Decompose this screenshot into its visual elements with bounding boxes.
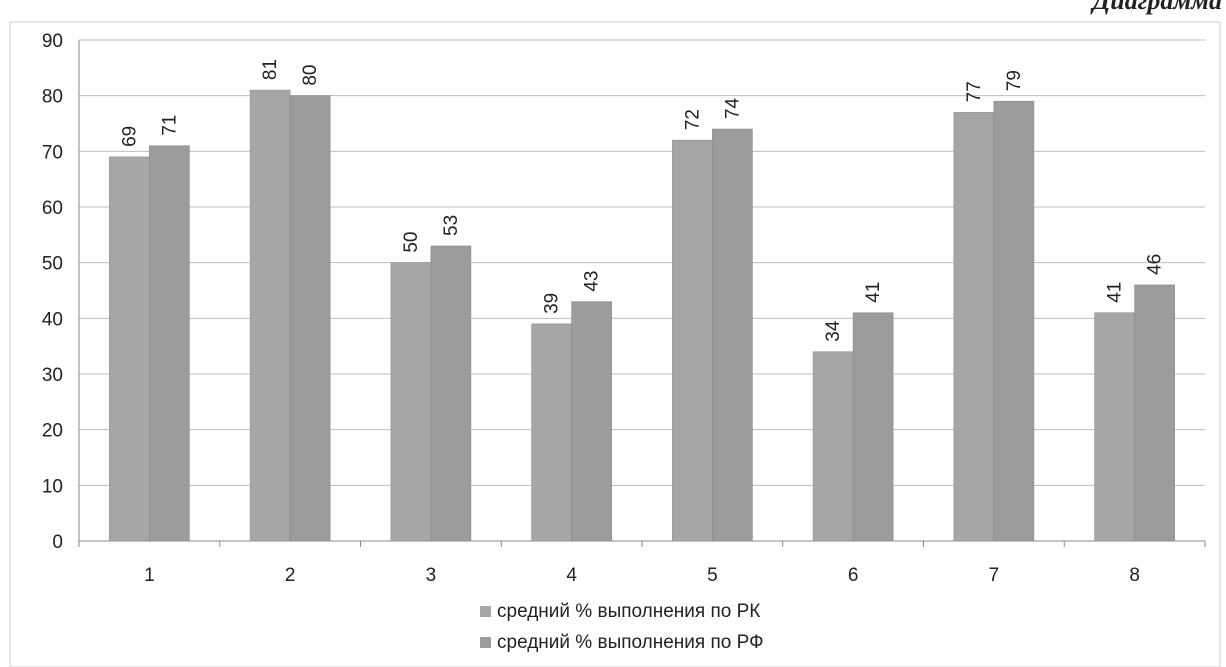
y-tick-label: 0 <box>52 532 63 553</box>
x-tick-label: 7 <box>989 565 1000 586</box>
data-label: 34 <box>823 320 844 342</box>
x-tick-label: 2 <box>285 565 296 586</box>
y-tick-label: 70 <box>42 142 63 163</box>
legend-swatch-rf <box>480 637 491 648</box>
legend-label-rk: средний % выполнения по РК <box>497 601 760 623</box>
data-label: 74 <box>722 97 743 119</box>
bar-rf <box>431 246 471 541</box>
x-tick-label: 3 <box>426 565 437 586</box>
x-tick-label: 8 <box>1129 565 1140 586</box>
bar-rf <box>853 313 893 541</box>
gridlines <box>79 40 1205 485</box>
data-label: 43 <box>582 270 603 291</box>
bar-rk <box>672 140 712 541</box>
legend: средний % выполнения по РК средний % вып… <box>480 596 764 658</box>
data-label: 72 <box>682 109 703 130</box>
bar-rk <box>532 324 572 541</box>
chart-frame <box>10 22 1220 667</box>
y-tick-label: 10 <box>42 476 63 497</box>
legend-swatch-rk <box>480 606 491 617</box>
y-tick-label: 90 <box>42 31 63 52</box>
bar-rf <box>1135 285 1175 541</box>
data-label: 71 <box>159 115 180 136</box>
x-tick-label: 6 <box>848 565 859 586</box>
y-tick-label: 40 <box>42 309 63 330</box>
bar-rf <box>149 146 189 541</box>
y-tick-label: 80 <box>42 87 63 108</box>
data-label: 41 <box>1105 282 1126 303</box>
legend-item-rf: средний % выполнения по РФ <box>480 627 764 658</box>
bars <box>109 90 1174 541</box>
y-tick-label: 30 <box>42 365 63 386</box>
bar-rk <box>250 90 290 541</box>
x-tick-label: 5 <box>707 565 718 586</box>
data-label: 46 <box>1145 254 1166 275</box>
bar-rk <box>109 157 149 541</box>
data-label: 77 <box>964 81 985 102</box>
y-tick-label: 60 <box>42 198 63 219</box>
data-label: 50 <box>401 232 422 253</box>
bar-rk <box>391 263 431 541</box>
y-tick-label: 50 <box>42 254 63 275</box>
bar-rf <box>290 96 330 541</box>
data-label: 80 <box>300 65 321 86</box>
bar-rk <box>1095 313 1135 541</box>
bar-rk <box>813 352 853 541</box>
y-tick-label: 20 <box>42 421 63 442</box>
data-label: 69 <box>119 126 140 147</box>
data-label: 53 <box>441 215 462 236</box>
data-label: 81 <box>260 59 281 80</box>
bar-rk <box>954 112 994 541</box>
x-tick-label: 4 <box>566 565 577 586</box>
x-tick-label: 1 <box>144 565 155 586</box>
legend-item-rk: средний % выполнения по РК <box>480 596 764 627</box>
data-label: 41 <box>863 282 884 303</box>
bar-rf <box>994 101 1034 541</box>
bar-rf <box>572 302 612 541</box>
data-label: 39 <box>542 293 563 314</box>
legend-label-rf: средний % выполнения по РФ <box>497 632 764 654</box>
bar-rf <box>712 129 752 541</box>
data-label: 79 <box>1004 70 1025 91</box>
